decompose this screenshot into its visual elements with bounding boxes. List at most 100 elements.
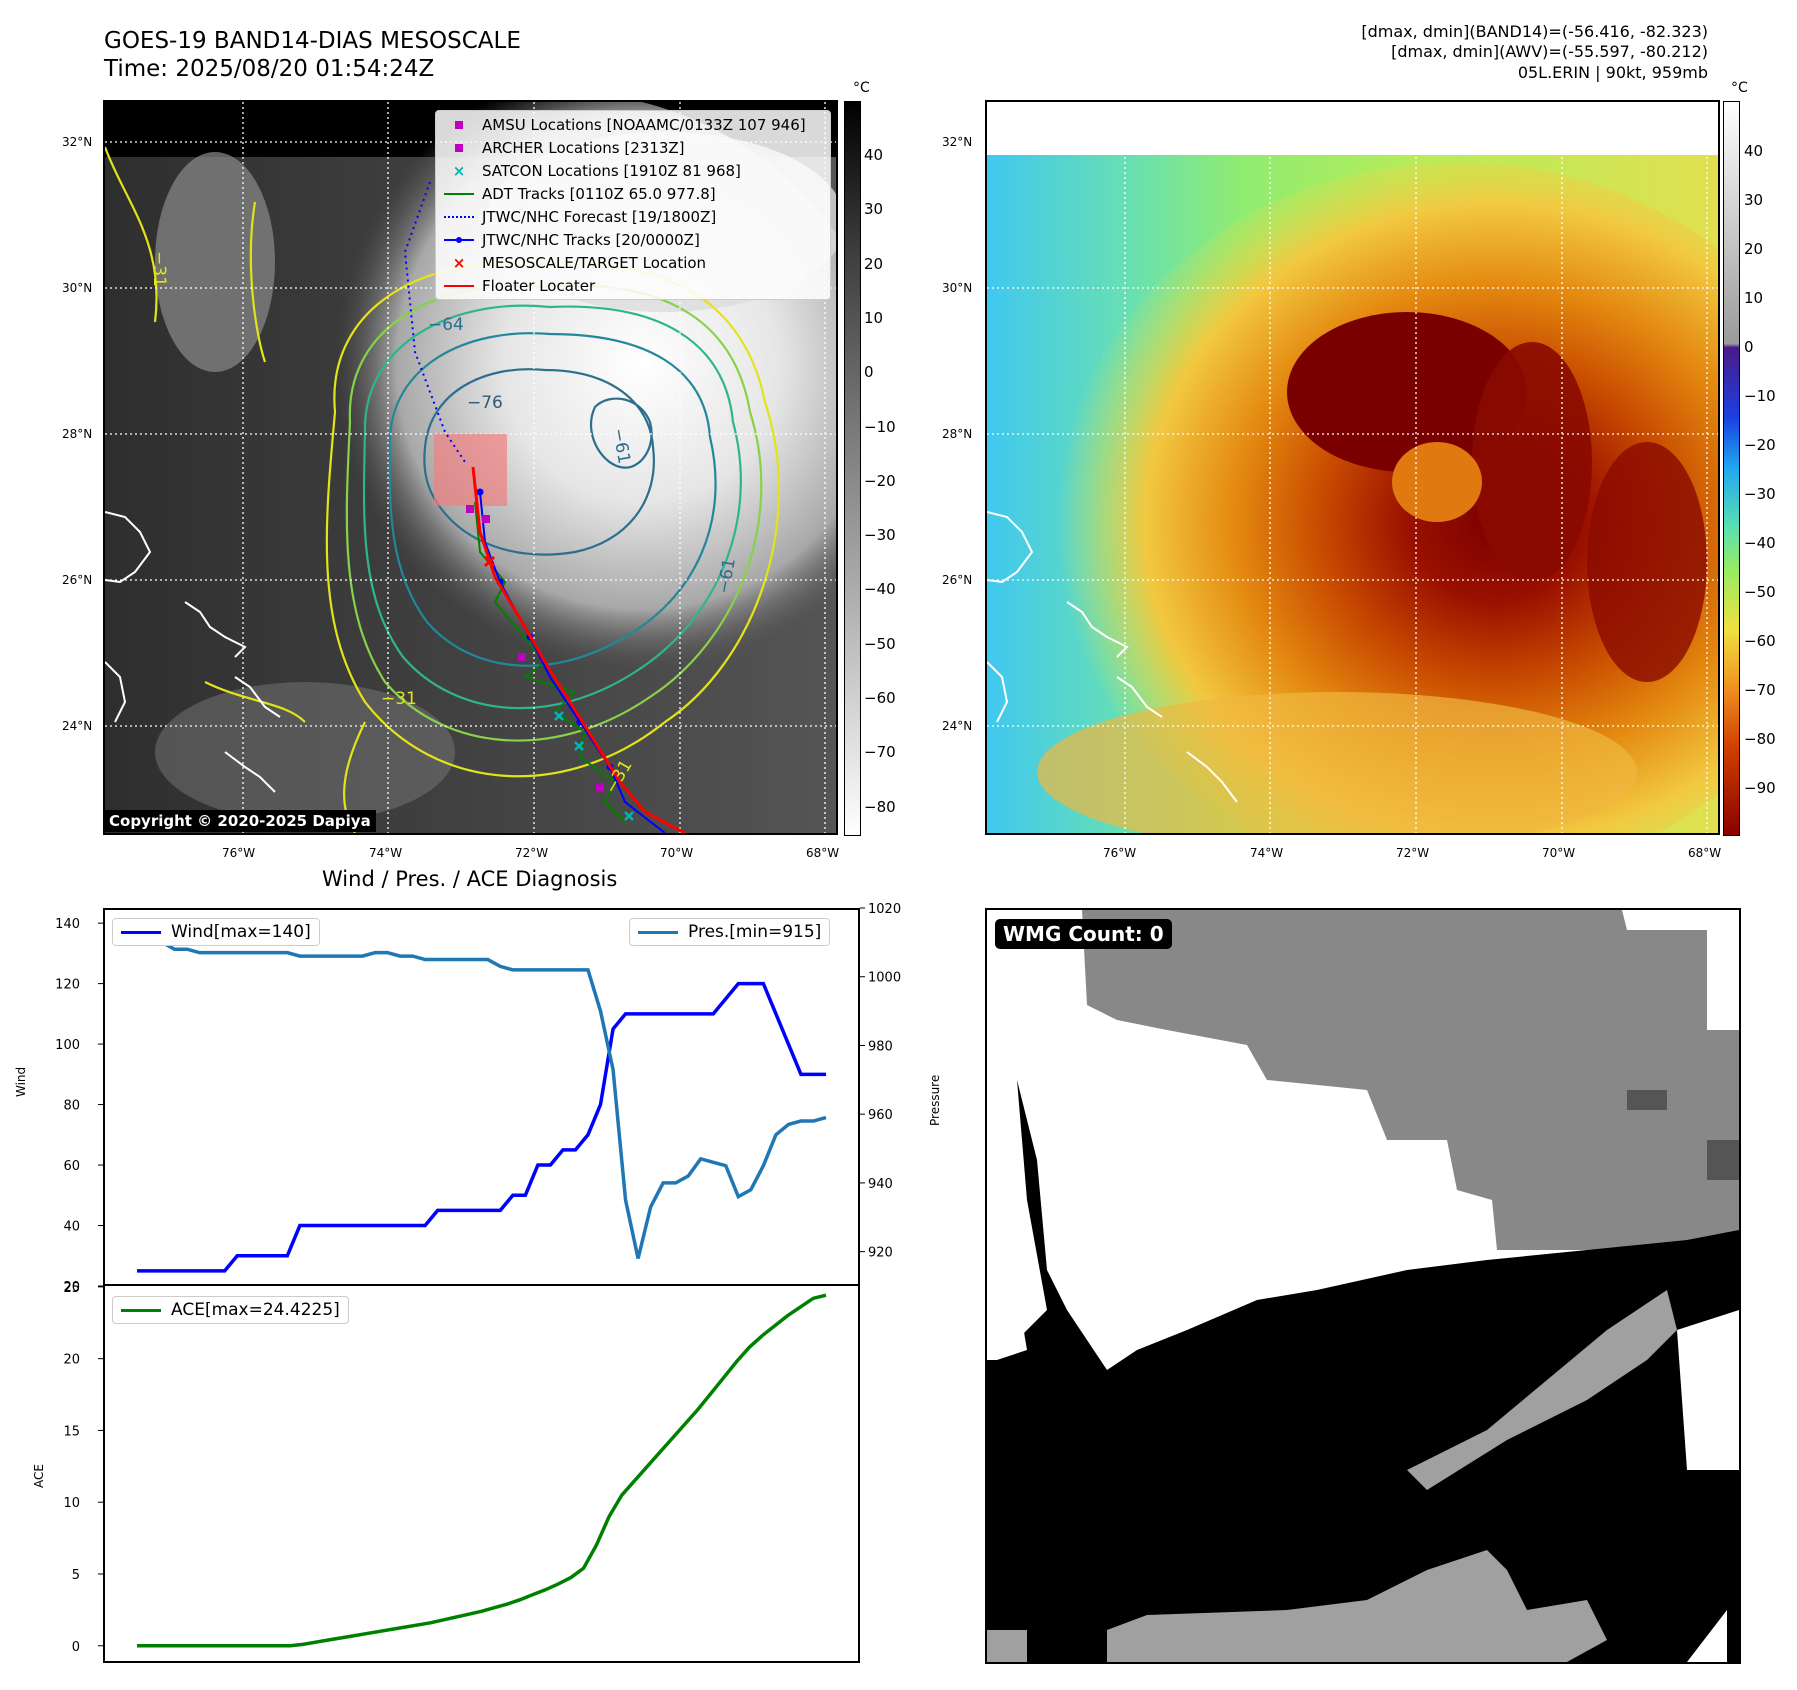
wind-legend: Wind[max=140] (112, 918, 320, 946)
colorbar-tick-label: −80 (864, 797, 896, 816)
lon-label: 76°W (1103, 846, 1137, 860)
colorbar-tick-label: −10 (1744, 387, 1776, 405)
legend-item: × SATCON Locations [1910Z 81 968] (436, 159, 830, 182)
contour-label: −31 (381, 689, 417, 709)
lon-label: 72°W (515, 846, 549, 860)
time-label: Time: 2025/08/20 01:54:24Z (104, 56, 435, 82)
contour-label: −64 (428, 315, 464, 335)
legend-item: ADT Tracks [0110Z 65.0 977.8] (436, 182, 830, 205)
colorbar-tick-label: 20 (1744, 240, 1764, 258)
line-icon (444, 192, 474, 195)
lat-label: 32°N (942, 135, 973, 149)
legend-item: JTWC/NHC Tracks [20/0000Z] (436, 228, 830, 251)
colorbar-tick-label: 0 (864, 363, 874, 382)
line-icon (638, 930, 678, 934)
awv-range: [dmax, dmin](AWV)=(-55.597, -80.212) (1391, 42, 1708, 61)
pressure-series-line (137, 933, 827, 1259)
colorbar-tick-label: −30 (864, 526, 896, 545)
lon-label: 70°W (1542, 846, 1576, 860)
x-marker-icon: × (452, 253, 466, 272)
colorbar-tick-label: −70 (1744, 681, 1776, 699)
y-tick-label: 140 (55, 917, 80, 932)
lat-label: 24°N (62, 719, 93, 733)
colorbar-tick-label: −50 (1744, 583, 1776, 601)
contour-label: −76 (467, 393, 503, 413)
band14-range: [dmax, dmin](BAND14)=(-56.416, -82.323) (1361, 22, 1708, 41)
lat-label: 26°N (62, 573, 93, 587)
colorbar-tick-label: 40 (864, 146, 884, 164)
y-right-tick-label: 980 (868, 1039, 893, 1054)
colorbar-tick-label: −20 (1744, 436, 1776, 454)
y-right-tick-label: 920 (868, 1246, 893, 1261)
lon-label: 76°W (222, 846, 256, 860)
diagnosis-title: Wind / Pres. / ACE Diagnosis (322, 867, 618, 891)
legend-item: × MESOSCALE/TARGET Location (436, 251, 830, 274)
ace-legend: ACE[max=24.4225] (112, 1296, 349, 1324)
colorbar-unit: °C (853, 80, 870, 96)
lon-label: 74°W (369, 846, 403, 860)
ace-y-tick-label: 15 (63, 1424, 80, 1439)
colorbar-tick-label: −10 (864, 417, 896, 436)
ace-y-tick-label: 0 (72, 1640, 80, 1655)
wind-axis-label: Wind (14, 1066, 28, 1097)
colorbar-tick-label: 30 (1744, 191, 1764, 209)
enhanced-map (987, 102, 1718, 833)
colorbar-unit: °C (1731, 80, 1748, 96)
legend-item: ARCHER Locations [2313Z] (436, 136, 830, 159)
colorbar-tick-label: −90 (1744, 779, 1776, 797)
line-icon (444, 284, 474, 287)
dotted-line-icon (444, 215, 474, 218)
floater-box (434, 434, 507, 506)
colorbar-tick-label: 40 (1744, 142, 1764, 160)
ace-chart-frame (103, 1284, 860, 1663)
ace-y-tick-label: 10 (63, 1496, 80, 1511)
y-tick-label: 60 (63, 1159, 80, 1174)
lon-label: 72°W (1396, 846, 1430, 860)
y-right-tick-label: 1020 (868, 902, 901, 917)
y-right-tick-label: 940 (868, 1177, 893, 1192)
ace-y-tick-label: 25 (63, 1281, 80, 1296)
ace-series-line (137, 1293, 827, 1648)
lon-label: 70°W (660, 846, 694, 860)
colorbar-tick-label: −60 (864, 689, 896, 707)
wmg-count-badge: WMG Count: 0 (995, 919, 1172, 949)
dot-line-icon (444, 236, 474, 243)
colorbar-tick-label: 30 (864, 200, 884, 219)
lat-label: 30°N (942, 281, 973, 295)
colorbar-tick-label: 0 (1744, 338, 1754, 356)
pressure-legend: Pres.[min=915] (629, 918, 831, 946)
map-legend: AMSU Locations [NOAAMC/0133Z 107 946] AR… (435, 110, 831, 300)
colorbar-tick-label: −60 (1744, 632, 1776, 650)
enhanced-map-panel (985, 100, 1720, 835)
colorbar-tick-label: −20 (864, 471, 896, 490)
colorbar-tick-label: 10 (1744, 289, 1764, 307)
x-marker-icon: × (452, 161, 466, 180)
colorbar-tick-label: 10 (864, 308, 884, 327)
storm-info: 05L.ERIN | 90kt, 959mb (1517, 63, 1708, 82)
lon-label: 68°W (1688, 846, 1722, 860)
colorbar-tick-label: −40 (864, 580, 896, 599)
y-tick-label: 100 (55, 1038, 80, 1053)
wind-series-line (137, 981, 826, 1273)
copyright: Copyright © 2020-2025 Dapiya (104, 810, 376, 832)
legend-item: JTWC/NHC Forecast [19/1800Z] (436, 205, 830, 228)
colorbar-tick-label: −50 (864, 634, 896, 653)
lat-label: 28°N (62, 427, 93, 441)
colorbar-tick-label: 20 (864, 254, 884, 273)
colorbar-tick-label: −70 (864, 743, 896, 762)
square-marker-icon (455, 120, 463, 129)
enhanced-colorbar (1723, 101, 1740, 836)
ir-colorbar (844, 101, 861, 836)
y-right-tick-label: 960 (868, 1108, 893, 1123)
legend-item: AMSU Locations [NOAAMC/0133Z 107 946] (436, 113, 830, 136)
ace-y-tick-label: 20 (63, 1353, 80, 1368)
ace-y-tick-label: 5 (72, 1568, 80, 1583)
wmg-map (987, 910, 1739, 1662)
colorbar-tick-label: −80 (1744, 730, 1776, 748)
y-tick-label: 80 (63, 1099, 80, 1114)
lat-label: 24°N (942, 719, 973, 733)
line-icon (121, 930, 161, 934)
lat-label: 28°N (942, 427, 973, 441)
lon-label: 68°W (806, 846, 840, 860)
